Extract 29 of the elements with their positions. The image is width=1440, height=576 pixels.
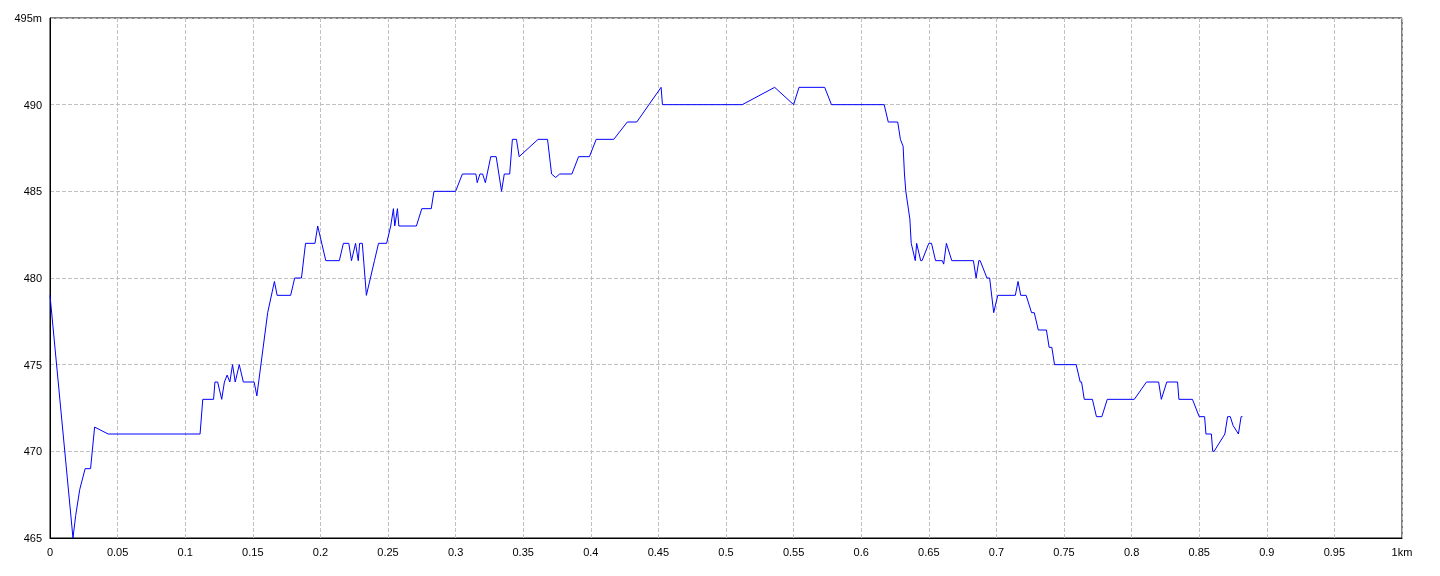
- x-tick-label: 0.8: [1123, 545, 1140, 558]
- line-series: [49, 86, 1243, 539]
- y-tick-label: 470: [23, 445, 42, 458]
- x-tick-label: 0.7: [988, 545, 1005, 558]
- x-tick-label: 0.3: [447, 545, 464, 558]
- x-tick-label: 0.15: [242, 545, 264, 558]
- y-tick-label: 465: [23, 532, 42, 544]
- x-tick-label: 0.25: [377, 545, 399, 558]
- x-tick-label: 0.75: [1053, 545, 1075, 558]
- x-tick-label: 0.05: [106, 545, 129, 558]
- x-tick-label: 0.6: [853, 545, 869, 558]
- y-tick-label: 495m: [14, 12, 42, 24]
- x-tick-label: 0.9: [1259, 545, 1275, 558]
- y-tick-label: 480: [23, 272, 42, 284]
- x-tick-label: 0.55: [782, 545, 805, 558]
- x-tick-label: 0.2: [312, 545, 329, 558]
- x-tick-label: 0.65: [918, 545, 940, 558]
- x-tick-label: 0.35: [512, 545, 534, 558]
- x-tick-label: 0.4: [583, 545, 599, 558]
- x-tick-label: 1km: [1391, 545, 1413, 558]
- x-tick-label: 0.45: [647, 545, 670, 558]
- y-tick-label: 485: [23, 185, 42, 198]
- y-tick-label: 475: [23, 358, 42, 371]
- x-tick-label: 0.5: [718, 545, 734, 558]
- x-tick-label: 0: [46, 545, 54, 558]
- x-tick-label: 0.95: [1323, 545, 1346, 558]
- y-tick-label: 490: [23, 98, 42, 111]
- x-tick-label: 0.85: [1188, 545, 1210, 558]
- x-tick-label: 0.1: [177, 545, 193, 558]
